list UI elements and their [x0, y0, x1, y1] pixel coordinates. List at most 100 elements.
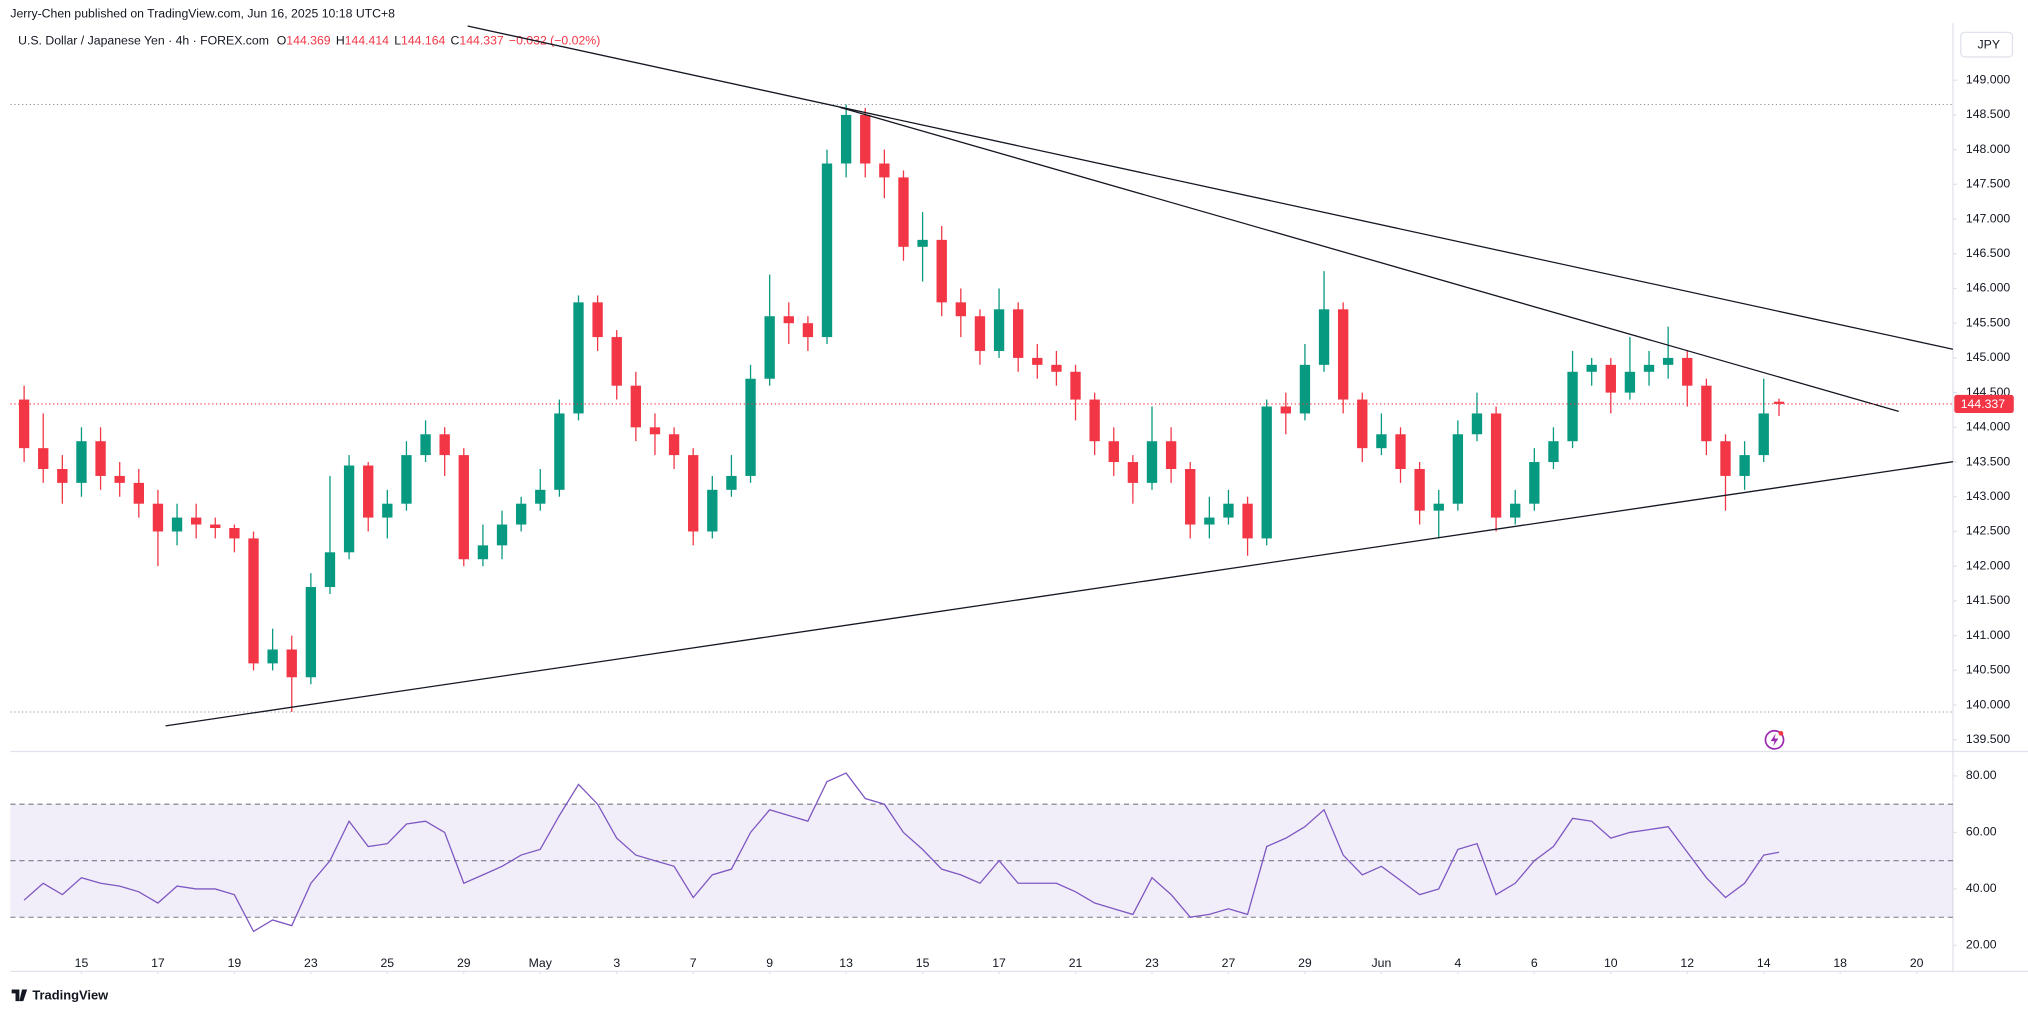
brand-logo[interactable]: TradingView	[11, 987, 110, 1002]
candle-body	[496, 524, 508, 546]
candle-body	[1548, 441, 1559, 463]
candle-body	[95, 441, 106, 476]
candle-body	[1032, 357, 1043, 365]
trend-line	[839, 106, 1899, 412]
candle-body	[190, 517, 202, 525]
candle-body	[898, 177, 909, 247]
candle-body	[210, 524, 221, 529]
x-tick-label: Jun	[1372, 956, 1392, 970]
candle-body	[439, 434, 450, 456]
candle-body	[573, 302, 584, 414]
ohlc-value: 144.369	[286, 34, 331, 48]
x-tick-label: 10	[1604, 956, 1618, 970]
candle-body	[688, 455, 699, 532]
x-tick-label: 23	[304, 956, 318, 970]
candle-body	[248, 538, 259, 664]
candle-body	[515, 503, 527, 525]
candle-body	[1070, 371, 1081, 400]
candle-body	[1204, 517, 1215, 525]
brand[interactable]: TradingView	[32, 987, 109, 1002]
y-tick-label: 145.000	[1966, 350, 2011, 364]
y-tick-label: 145.500	[1966, 315, 2011, 329]
candle-body	[974, 316, 986, 351]
candle-body	[1586, 364, 1597, 372]
candle-body	[477, 545, 489, 560]
candle-body	[745, 378, 756, 476]
candle-body	[1146, 441, 1158, 483]
x-tick-label: 29	[457, 956, 471, 970]
candle-body	[1643, 364, 1655, 372]
x-tick-label: 19	[228, 956, 242, 970]
candle-body	[611, 337, 622, 386]
candle-body	[363, 465, 374, 518]
x-tick-label: 25	[380, 956, 394, 970]
trend-line	[165, 461, 1953, 727]
candle-body	[1280, 406, 1291, 414]
candle-body	[1414, 468, 1425, 511]
candle-body	[1127, 462, 1139, 483]
x-tick-label: 23	[1145, 956, 1159, 970]
candle-body	[783, 316, 794, 324]
candle-body	[1510, 503, 1521, 518]
candle-body	[382, 503, 393, 518]
symbol-legend: U.S. Dollar / Japanese Yen · 4h · FOREX.…	[18, 34, 600, 48]
currency-button[interactable]	[1960, 31, 2014, 58]
x-tick-label: 15	[916, 956, 930, 970]
y-tick-label: 149.000	[1966, 72, 2011, 86]
symbol: U.S. Dollar / Japanese Yen · 4h · FOREX.…	[18, 34, 269, 48]
candle-body	[1185, 468, 1196, 525]
y-tick-label: 141.500	[1966, 593, 2011, 607]
y-tick-label: 142.000	[1966, 558, 2011, 572]
candle-body	[1624, 371, 1636, 393]
y-tick-label: 143.000	[1966, 489, 2011, 503]
candle-body	[821, 163, 833, 338]
candle-body	[152, 503, 164, 532]
candle-body	[1433, 503, 1444, 511]
candle-body	[1720, 441, 1731, 476]
candle-body	[286, 649, 297, 678]
y-tick-label: 142.500	[1966, 524, 2011, 538]
alert-icon[interactable]	[1764, 729, 1785, 750]
ohlc-label: O	[277, 34, 287, 48]
ohlc-value: 144.337	[459, 34, 504, 48]
y-tick-label: 147.500	[1966, 177, 2011, 191]
candle-body	[936, 239, 947, 303]
axes: 139.500 140.000 140.500 141.000 141.500 142.0…	[75, 72, 2014, 974]
x-tick-label: 15	[75, 956, 89, 970]
candle-body	[860, 114, 871, 164]
candle-body	[1165, 441, 1177, 469]
ohlc-label: L	[394, 34, 401, 48]
x-tick-label: 4	[1454, 956, 1461, 970]
candle-body	[420, 434, 431, 456]
y-tick-label: 40.00	[1966, 881, 1997, 895]
y-tick-label: 146.000	[1966, 281, 2011, 295]
candle-body	[554, 413, 565, 490]
candle-body	[955, 302, 967, 317]
candle-body	[1089, 399, 1100, 442]
candle-body	[324, 552, 336, 588]
candle-body	[917, 239, 928, 247]
candle-body	[649, 427, 661, 435]
publisher: Jerry-Chen published on TradingView.com,…	[10, 6, 395, 20]
price-pane	[10, 25, 1953, 727]
y-tick-label: 148.000	[1966, 142, 2011, 156]
candle-body	[267, 649, 278, 664]
y-tick-label: 140.500	[1966, 663, 2011, 677]
candle-body	[1376, 434, 1387, 449]
currency[interactable]: JPY	[1978, 38, 2001, 52]
y-tick-label: 143.500	[1966, 454, 2011, 468]
candle-body	[343, 465, 355, 553]
candle-body	[458, 455, 469, 560]
candle-body	[592, 302, 603, 338]
candle-body	[18, 399, 30, 449]
candle-body	[1395, 434, 1406, 469]
candle-body	[38, 448, 49, 469]
last-price-box	[1954, 394, 2014, 413]
x-tick-label: 13	[839, 956, 853, 970]
x-tick-label: 27	[1222, 956, 1236, 970]
x-tick-label: 14	[1757, 956, 1771, 970]
y-tick-label: 147.000	[1966, 211, 2011, 225]
x-tick-label: May	[529, 956, 553, 970]
candle-body	[401, 455, 412, 504]
